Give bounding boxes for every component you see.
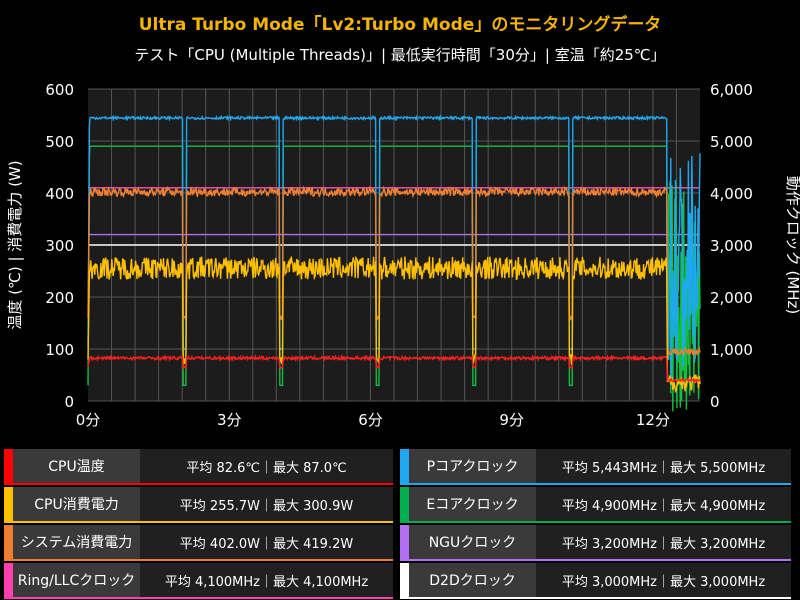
y-left-tick-label: 200: [45, 289, 74, 307]
y-right-tick-label: 6,000: [710, 81, 753, 99]
legend-row: Ring/LLCクロック 平均 4,100MHz｜最大 4,100MHz: [4, 563, 393, 597]
legend-series-name: Pコアクロック: [409, 449, 536, 483]
x-tick-label: 9分: [499, 411, 524, 429]
legend-row: Pコアクロック 平均 5,443MHz｜最大 5,500MHz: [400, 449, 791, 483]
legend-series-name: Ring/LLCクロック: [13, 563, 140, 597]
legend-series-stats: 平均 402.0W｜最大 419.2W: [140, 525, 393, 559]
legend-color-swatch: [4, 487, 13, 521]
series-line: [87, 145, 701, 412]
y-axis-left-label: 温度 (℃) | 消費電力 (W): [6, 160, 24, 329]
legend-series-name: CPU温度: [13, 449, 140, 483]
y-left-tick-label: 500: [45, 133, 74, 151]
series-layer: [87, 114, 701, 412]
series-line: [87, 185, 701, 358]
legend-color-swatch: [400, 487, 409, 521]
y-left-tick-label: 400: [45, 185, 74, 203]
x-tick-label: 6分: [358, 411, 383, 429]
x-tick-label: 12分: [636, 411, 670, 429]
legend-underline: [400, 597, 791, 599]
y-left-tick-label: 0: [64, 393, 74, 411]
legend: CPU温度 平均 82.6℃｜最大 87.0℃ CPU消費電力 平均 255.7W｜最…: [0, 449, 800, 600]
legend-row: D2Dクロック 平均 3,000MHz｜最大 3,000MHz: [400, 563, 791, 597]
legend-color-swatch: [4, 449, 13, 483]
legend-series-stats: 平均 255.7W｜最大 300.9W: [140, 487, 393, 521]
legend-color-swatch: [4, 563, 13, 597]
series-line: [87, 353, 701, 384]
y-right-tick-label: 0: [710, 393, 720, 411]
legend-series-stats: 平均 4,900MHz｜最大 4,900MHz: [536, 487, 791, 521]
legend-series-name: D2Dクロック: [409, 563, 536, 597]
legend-underline: [4, 483, 393, 485]
y-axis-right-label: 動作クロック (MHz): [784, 176, 800, 315]
legend-series-name: CPU消費電力: [13, 487, 140, 521]
legend-series-stats: 平均 3,000MHz｜最大 3,000MHz: [536, 563, 791, 597]
legend-series-stats: 平均 82.6℃｜最大 87.0℃: [140, 449, 393, 483]
legend-underline: [400, 483, 791, 485]
y-right-tick-label: 3,000: [710, 237, 753, 255]
tick-labels: 0 100 200 300 400 500 600 0 1,000 2,000 3,000 4,000…: [45, 81, 753, 429]
y-right-tick-label: 1,000: [710, 341, 753, 359]
legend-row: NGUクロック 平均 3,200MHz｜最大 3,200MHz: [400, 525, 791, 559]
legend-color-swatch: [400, 563, 409, 597]
legend-series-stats: 平均 3,200MHz｜最大 3,200MHz: [536, 525, 791, 559]
legend-underline: [400, 559, 791, 561]
monitoring-chart: 0 100 200 300 400 500 600 0 1,000 2,000 3,000 4,000…: [6, 81, 800, 429]
legend-series-stats: 平均 5,443MHz｜最大 5,500MHz: [536, 449, 791, 483]
legend-underline: [4, 559, 393, 561]
legend-row: CPU消費電力 平均 255.7W｜最大 300.9W: [4, 487, 393, 521]
legend-series-stats: 平均 4,100MHz｜最大 4,100MHz: [140, 563, 393, 597]
legend-underline: [4, 521, 393, 523]
y-right-tick-label: 5,000: [710, 133, 753, 151]
y-right-tick-label: 2,000: [710, 289, 753, 307]
x-tick-label: 3分: [217, 411, 242, 429]
x-tick-label: 0分: [76, 411, 101, 429]
legend-underline: [400, 521, 791, 523]
legend-series-name: システム消費電力: [13, 525, 140, 559]
y-right-tick-label: 4,000: [710, 185, 753, 203]
y-left-tick-label: 300: [45, 237, 74, 255]
y-left-tick-label: 600: [45, 81, 74, 99]
legend-series-name: Eコアクロック: [409, 487, 536, 521]
legend-color-swatch: [400, 449, 409, 483]
series-line: [87, 255, 701, 394]
legend-underline: [4, 597, 393, 599]
legend-series-name: NGUクロック: [409, 525, 536, 559]
legend-color-swatch: [4, 525, 13, 559]
legend-row: システム消費電力 平均 402.0W｜最大 419.2W: [4, 525, 393, 559]
chart-title: Ultra Turbo Mode「Lv2:Turbo Mode」のモニタリングデ…: [138, 15, 662, 35]
chart-subtitle: テスト「CPU (Multiple Threads)」| 最低実行時間「30分」…: [134, 46, 666, 64]
y-left-tick-label: 100: [45, 341, 74, 359]
legend-color-swatch: [400, 525, 409, 559]
legend-row: Eコアクロック 平均 4,900MHz｜最大 4,900MHz: [400, 487, 791, 521]
legend-row: CPU温度 平均 82.6℃｜最大 87.0℃: [4, 449, 393, 483]
series-line: [87, 114, 701, 386]
